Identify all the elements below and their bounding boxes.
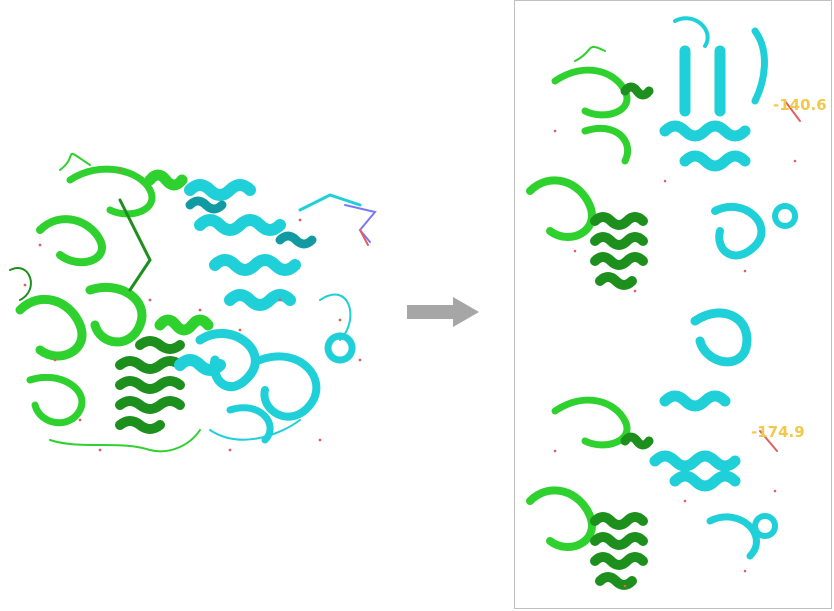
cyan-domain: [174, 179, 377, 444]
water-molecules: [23, 168, 362, 452]
green-domain-top: [526, 45, 654, 290]
angle-label-top: -140.6: [773, 96, 827, 114]
protein-render-full: [9, 152, 377, 453]
comparison-frame: -140.6: [514, 0, 832, 609]
green-domain: [9, 152, 214, 453]
right-arrow-icon: [407, 297, 479, 327]
angle-label-bottom: -174.9: [751, 423, 805, 441]
protein-render-top: -140.6: [526, 16, 827, 293]
green-domain-bottom: [526, 396, 654, 590]
cyan-domain-bottom: [649, 308, 779, 560]
cyan-domain-top: [659, 16, 801, 260]
protein-render-bottom: -174.9: [526, 308, 805, 590]
protein-structure-full: [0, 150, 400, 470]
